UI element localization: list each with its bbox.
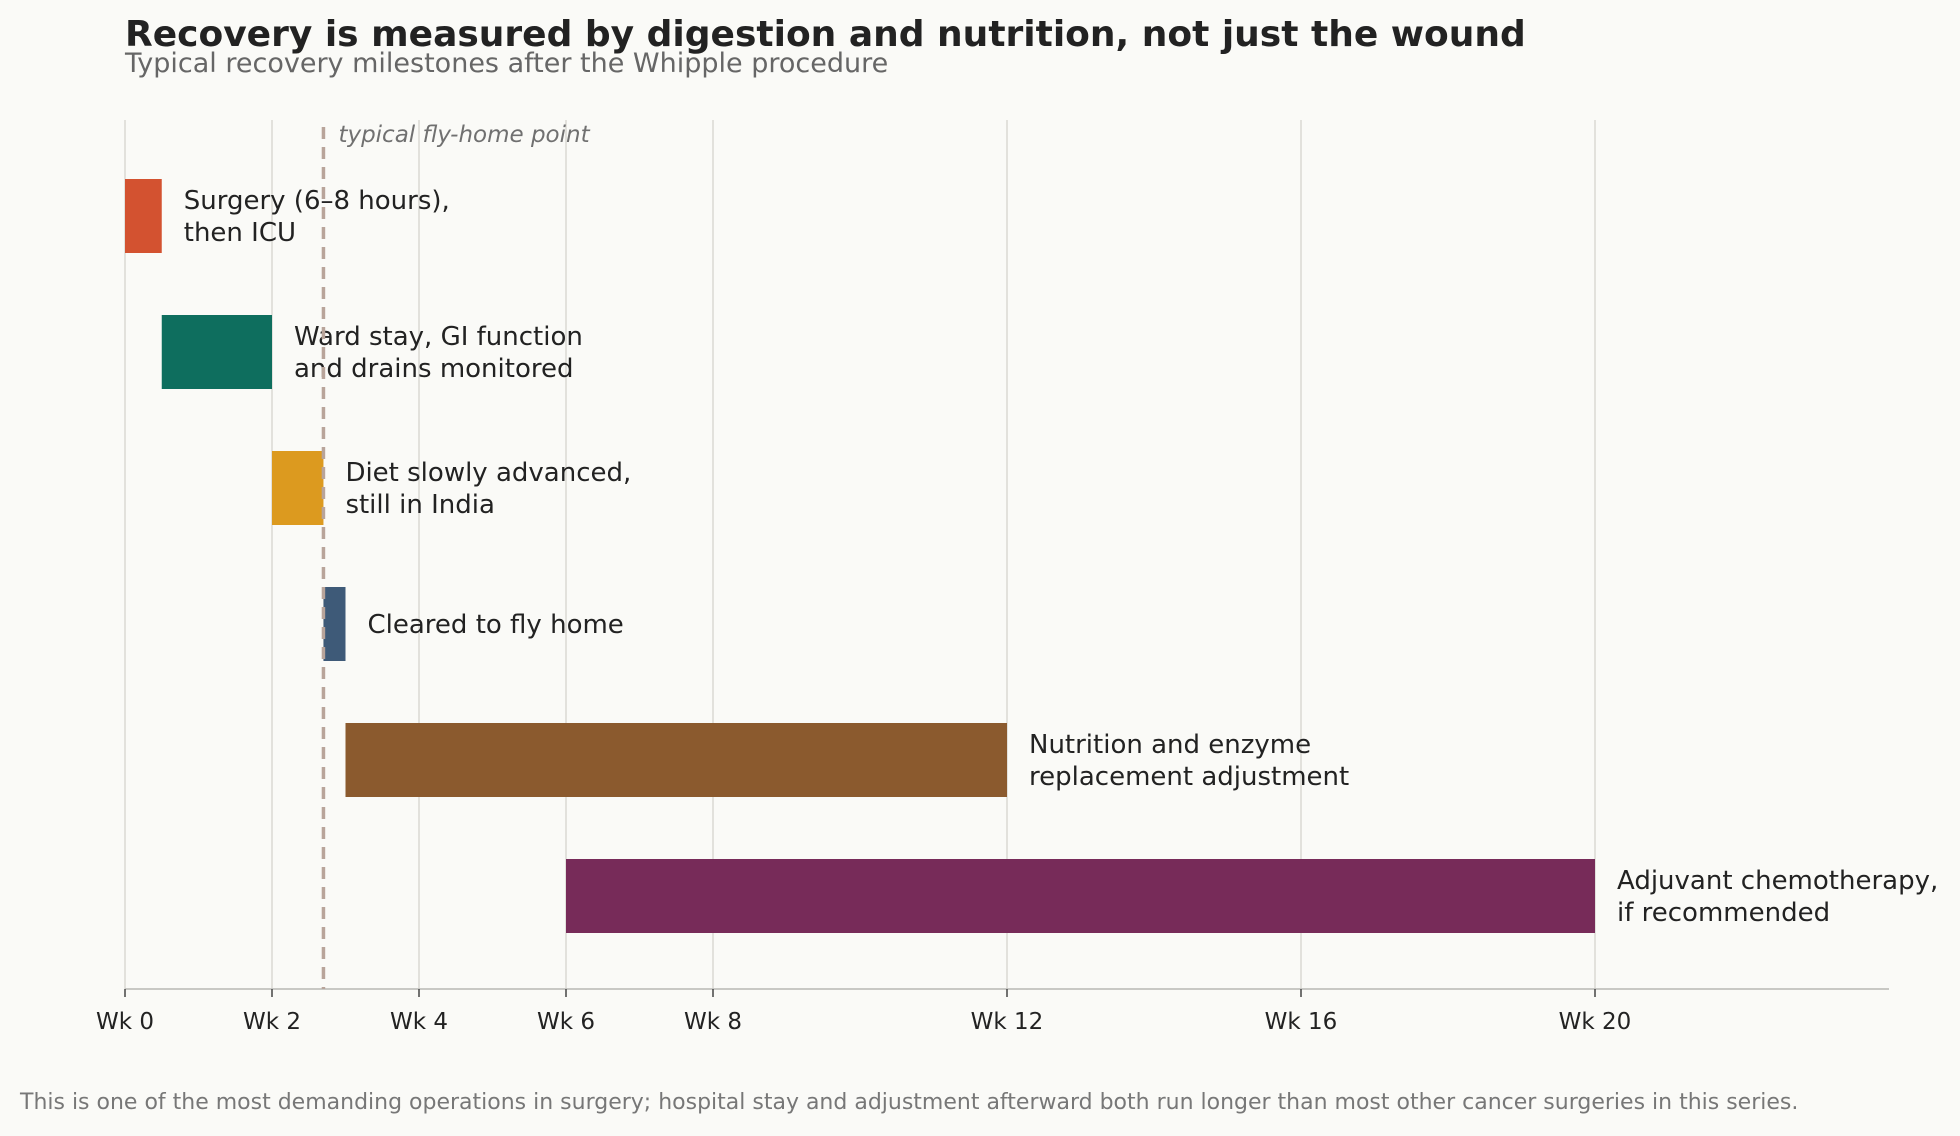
gantt-bar — [161, 315, 272, 389]
bar-label: Ward stay, GI function and drains monitor… — [294, 322, 583, 384]
reference-line-label: typical fly-home point — [338, 122, 590, 148]
x-tick-label: Wk 20 — [1559, 1009, 1632, 1035]
bar-label: Nutrition and enzyme replacement adjustme… — [1029, 730, 1349, 792]
bar-label: Surgery (6–8 hours), then ICU — [184, 186, 450, 248]
gantt-bar — [566, 859, 1595, 933]
x-tick-label: Wk 0 — [96, 1009, 154, 1035]
x-tick-label: Wk 6 — [537, 1009, 595, 1035]
gantt-bar — [272, 451, 324, 525]
x-tick-label: Wk 12 — [971, 1009, 1044, 1035]
x-tick-label: Wk 8 — [684, 1009, 742, 1035]
chart-subtitle: Typical recovery milestones after the Wh… — [125, 48, 889, 79]
bar-label: Diet slowly advanced, still in India — [345, 458, 631, 520]
x-tick-label: Wk 4 — [390, 1009, 448, 1035]
bar-label: Adjuvant chemotherapy, if recommended — [1617, 866, 1938, 928]
chart-title: Recovery is measured by digestion and nu… — [125, 14, 1526, 55]
gantt-bar — [125, 179, 162, 253]
x-tick-label: Wk 16 — [1265, 1009, 1338, 1035]
chart-footnote: This is one of the most demanding operat… — [20, 1090, 1799, 1115]
bar-label: Cleared to fly home — [368, 610, 624, 640]
gantt-bar — [345, 723, 1007, 797]
gantt-bar — [323, 587, 346, 661]
x-tick-label: Wk 2 — [243, 1009, 301, 1035]
